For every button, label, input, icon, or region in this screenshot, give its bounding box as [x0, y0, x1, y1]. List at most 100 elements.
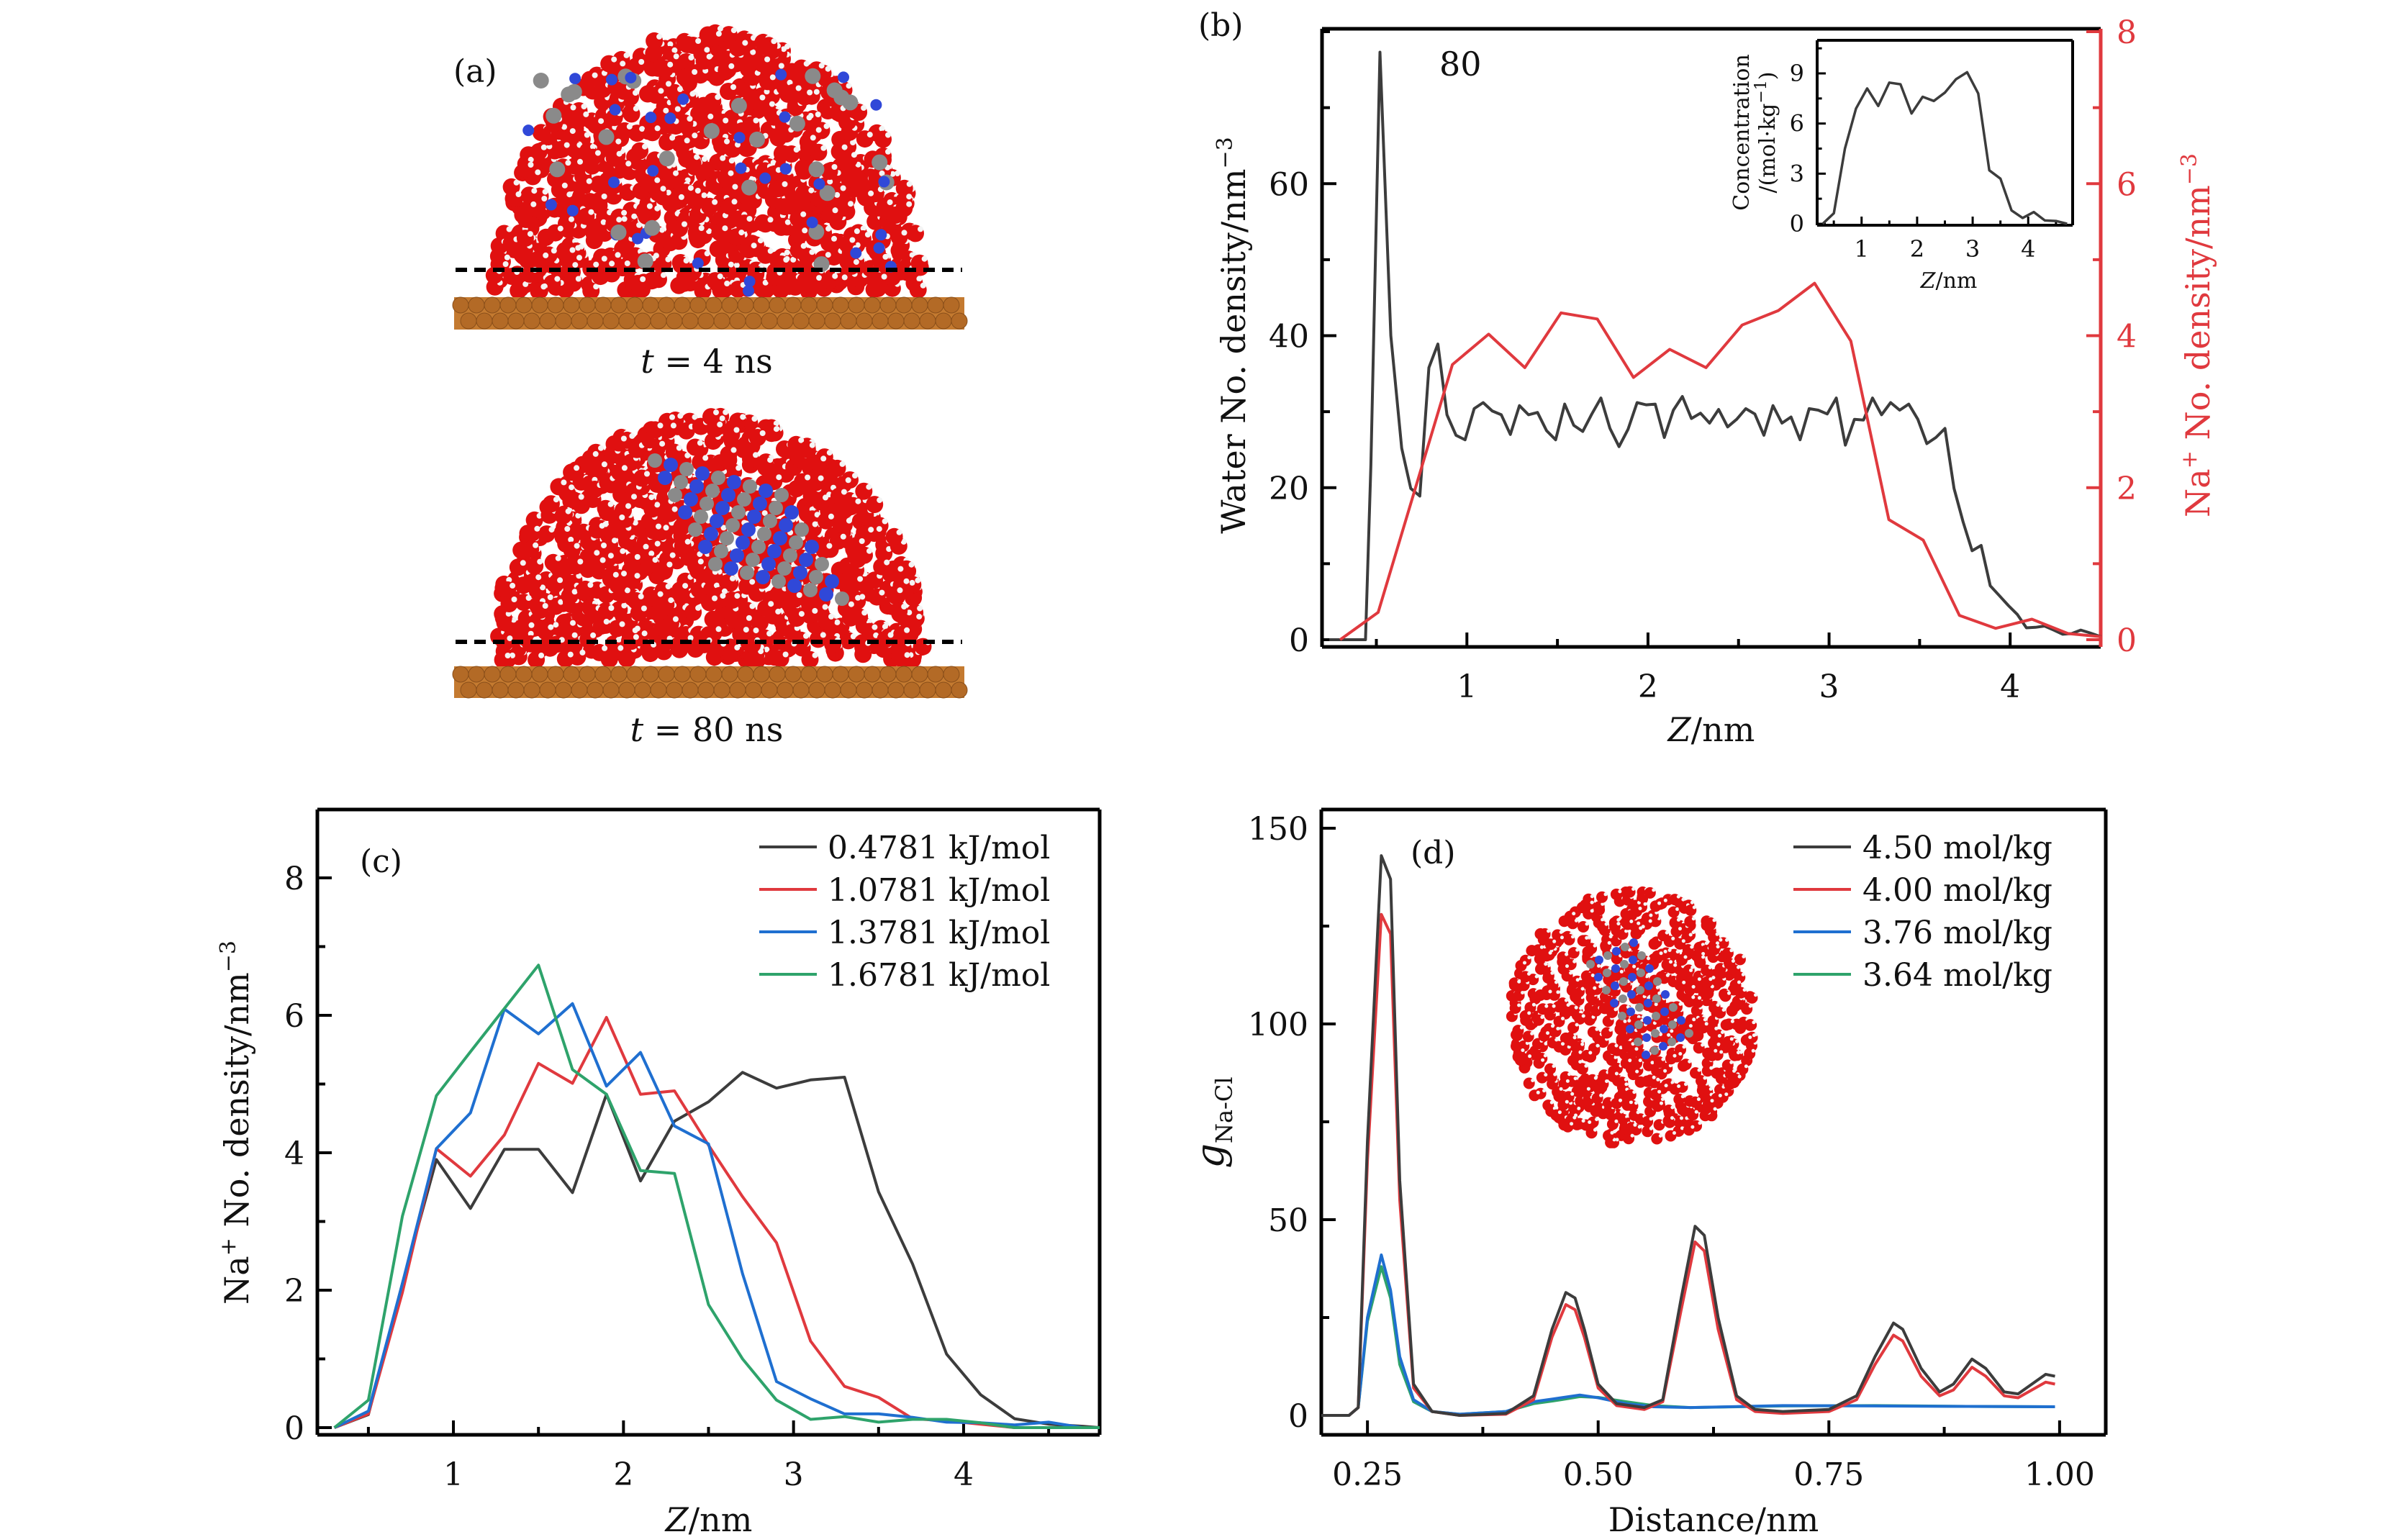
water-hydrogen-atom	[1531, 1002, 1536, 1007]
water-hydrogen-atom	[654, 205, 661, 212]
water-hydrogen-atom	[689, 91, 696, 97]
water-hydrogen-atom	[1634, 1101, 1638, 1105]
water-hydrogen-atom	[881, 273, 887, 280]
water-hydrogen-atom	[1556, 990, 1560, 994]
water-hydrogen-atom	[1711, 976, 1716, 980]
water-hydrogen-atom	[746, 615, 752, 621]
water-hydrogen-atom	[812, 652, 818, 658]
y-tick-label: 150	[1248, 811, 1308, 848]
water-hydrogen-atom	[771, 38, 777, 45]
copper-atom	[729, 312, 746, 330]
water-hydrogen-atom	[1523, 961, 1526, 965]
water-hydrogen-atom	[1715, 932, 1719, 936]
water-hydrogen-atom	[1677, 917, 1680, 922]
water-hydrogen-atom	[656, 33, 663, 40]
y-tick-label: 0	[1288, 1398, 1308, 1435]
water-hydrogen-atom	[570, 104, 576, 111]
water-hydrogen-atom	[638, 59, 645, 65]
water-hydrogen-atom	[1690, 900, 1694, 904]
water-hydrogen-atom	[825, 65, 831, 72]
sodium-ion	[813, 178, 825, 190]
chloride-ion	[725, 518, 740, 532]
water-hydrogen-atom	[1690, 945, 1694, 949]
water-hydrogen-atom	[577, 158, 583, 165]
water-hydrogen-atom	[827, 178, 833, 185]
copper-atom	[476, 681, 493, 699]
water-hydrogen-atom	[1721, 1030, 1724, 1034]
water-hydrogen-atom	[728, 63, 735, 69]
chloride-ion	[833, 89, 850, 106]
water-hydrogen-atom	[764, 646, 770, 653]
water-hydrogen-atom	[669, 552, 676, 558]
water-hydrogen-atom	[638, 593, 644, 599]
water-hydrogen-atom	[1691, 930, 1696, 935]
water-hydrogen-atom	[832, 207, 838, 214]
water-hydrogen-atom	[611, 56, 617, 63]
chloride-ion	[789, 535, 803, 550]
water-hydrogen-atom	[1663, 949, 1667, 953]
chloride-ion	[789, 115, 805, 132]
water-hydrogen-atom	[1665, 930, 1669, 935]
sodium-ion	[606, 73, 617, 86]
water-hydrogen-atom	[1708, 1087, 1713, 1091]
copper-atom	[935, 312, 952, 330]
water-hydrogen-atom	[565, 508, 571, 514]
water-hydrogen-atom	[531, 188, 538, 194]
water-hydrogen-atom	[1636, 1110, 1640, 1115]
water-hydrogen-atom	[583, 111, 589, 117]
water-hydrogen-atom	[1574, 918, 1578, 922]
copper-substrate	[452, 296, 968, 330]
x-tick-label: 1	[443, 1456, 463, 1493]
copper-atom	[848, 666, 865, 683]
water-hydrogen-atom	[644, 471, 650, 477]
copper-atom	[872, 312, 889, 330]
copper-atom	[927, 666, 944, 683]
chloride-ion	[700, 497, 714, 511]
water-hydrogen-atom	[879, 170, 885, 176]
water-hydrogen-atom	[621, 465, 628, 471]
water-hydrogen-atom	[906, 609, 913, 616]
water-hydrogen-atom	[569, 484, 575, 491]
water-hydrogen-atom	[879, 125, 885, 132]
copper-atom	[579, 296, 596, 314]
sodium-ion	[825, 574, 839, 589]
y-axis-title-c: Na+ No. density/nm−3	[216, 940, 256, 1305]
water-hydrogen-atom	[660, 186, 666, 192]
copper-atom	[856, 681, 873, 699]
water-hydrogen-atom	[1575, 948, 1580, 952]
water-hydrogen-atom	[1698, 1121, 1702, 1125]
sodium-ion	[878, 176, 890, 188]
sodium-ion	[806, 217, 818, 229]
water-hydrogen-atom	[733, 427, 740, 433]
chloride-ion	[746, 553, 760, 567]
water-hydrogen-atom	[654, 125, 661, 132]
copper-atom	[515, 666, 533, 683]
water-hydrogen-atom	[728, 170, 734, 176]
water-hydrogen-atom	[1614, 1119, 1619, 1123]
chloride-ion	[743, 479, 757, 494]
water-hydrogen-atom	[507, 635, 513, 642]
water-hydrogen-atom	[769, 101, 775, 107]
water-hydrogen-atom	[904, 652, 910, 658]
water-hydrogen-atom	[571, 589, 578, 595]
water-hydrogen-atom	[868, 190, 874, 196]
water-hydrogen-atom	[621, 571, 627, 577]
water-hydrogen-atom	[695, 38, 702, 44]
copper-atom	[697, 681, 715, 699]
chloride-ion	[731, 505, 746, 520]
water-hydrogen-atom	[884, 559, 890, 566]
water-hydrogen-atom	[510, 582, 516, 589]
water-hydrogen-atom	[793, 147, 800, 153]
sodium-ion	[799, 553, 813, 567]
water-hydrogen-atom	[1719, 938, 1723, 942]
copper-atom	[626, 666, 643, 683]
water-hydrogen-atom	[603, 618, 610, 625]
water-hydrogen-atom	[670, 422, 676, 429]
x-tick-label: 3	[1819, 668, 1839, 705]
water-hydrogen-atom	[1701, 1043, 1705, 1047]
water-hydrogen-atom	[882, 623, 888, 630]
water-hydrogen-atom	[674, 106, 681, 112]
water-hydrogen-atom	[917, 605, 923, 612]
